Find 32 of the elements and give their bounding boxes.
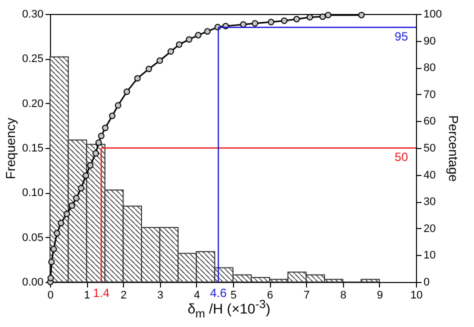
x-tick-label: 2 <box>120 290 127 302</box>
x-tick-label: 8 <box>340 290 346 302</box>
y-tick-label: 0.25 <box>22 53 44 66</box>
ref-line-label: 1.4 <box>92 286 110 300</box>
y2-tick-label: 50 <box>424 142 436 154</box>
y-tick-label: 0.30 <box>22 8 44 20</box>
y2-tick-label: 10 <box>424 250 436 262</box>
y-tick-label: 0.00 <box>22 276 44 288</box>
ref-line-label: 50 <box>394 150 408 164</box>
x-tick-label: 10 <box>410 290 423 302</box>
y2-tick-label: 80 <box>424 62 436 74</box>
y2-tick-label: 0 <box>424 276 430 288</box>
ref-line-label: 4.6 <box>210 286 228 300</box>
y-tick-label: 0.15 <box>22 142 44 154</box>
y2-tick-label: 90 <box>424 35 436 48</box>
x-tick-label: 1 <box>84 290 90 302</box>
x-tick-label: 3 <box>157 290 164 302</box>
y2-tick-label: 100 <box>424 8 442 20</box>
y2-tick-label: 40 <box>424 169 436 182</box>
y2-tick-label: 70 <box>424 88 436 101</box>
y-tick-label: 0.20 <box>22 98 44 110</box>
y2-tick-label: 60 <box>424 116 436 128</box>
x-tick-label: 7 <box>304 290 310 302</box>
y2-axis-title: Percentage <box>446 115 461 182</box>
y2-tick-label: 30 <box>424 196 436 208</box>
x-tick-label: 9 <box>376 290 383 302</box>
y-tick-label: 0.10 <box>22 187 44 200</box>
y2-tick-label: 20 <box>424 222 436 235</box>
y-tick-label: 0.05 <box>22 232 44 244</box>
y-axis-title: Frequency <box>3 117 18 180</box>
x-tick-label: 0 <box>47 290 54 302</box>
ref-line-label: 95 <box>394 29 408 44</box>
